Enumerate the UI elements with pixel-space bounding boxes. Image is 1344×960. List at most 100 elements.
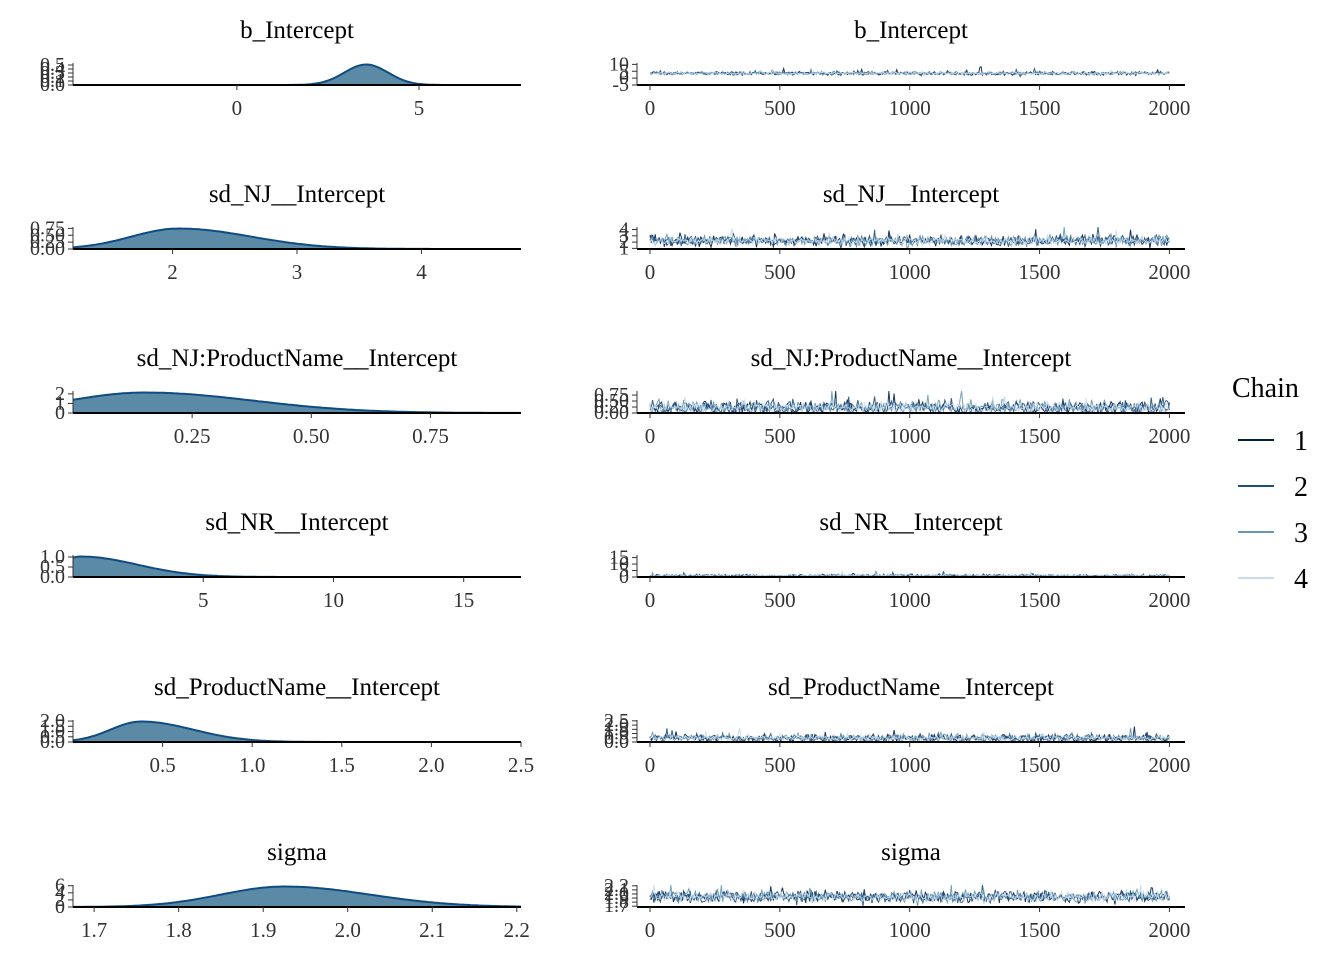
x-tick-label: 1500: [1019, 260, 1061, 284]
panel-title: sigma: [881, 839, 941, 866]
density-area: [73, 64, 521, 85]
x-tick-label: 2: [167, 260, 178, 284]
panel-title: sigma: [267, 839, 327, 866]
y-tick-label: 1.0: [604, 723, 629, 745]
y-tick-label: 0.25: [594, 396, 629, 418]
y-tick-label: 1.5: [604, 718, 629, 740]
panel-title: b_Intercept: [854, 17, 968, 44]
x-tick-label: 1.8: [166, 918, 192, 942]
y-tick-label: 1.9: [604, 887, 629, 909]
y-tick-label: 0.0: [40, 731, 65, 753]
x-tick-label: 0.25: [174, 424, 211, 448]
y-tick-label: 2.0: [40, 710, 65, 732]
x-tick-label: 0.75: [412, 424, 449, 448]
y-tick-label: 2.1: [604, 879, 629, 901]
trace-line-chain-3: [649, 727, 1170, 744]
trace-panel-4: sd_ProductName__Intercept 0 500 1000 1500 200…: [604, 674, 1190, 777]
density-line: [73, 885, 522, 908]
x-tick-label: 2.0: [418, 753, 444, 777]
density-area: [73, 392, 521, 413]
trace-panel-5: sigma 0 500 1000 1500 2000 1.71.81.92.02.12.2: [604, 839, 1190, 942]
x-tick-label: 500: [764, 96, 796, 120]
x-tick-label: 2.1: [419, 918, 445, 942]
y-tick-label: 2: [619, 231, 629, 253]
legend-label: 3: [1294, 518, 1308, 549]
x-tick-label: 0: [645, 588, 656, 612]
density-area: [73, 228, 521, 249]
x-tick-label: 0.50: [293, 424, 330, 448]
y-tick-label: 0.25: [30, 231, 65, 253]
y-tick-label: 0.75: [30, 217, 65, 239]
density-panel-3: sd_NR__Intercept 5 10 15 0.00.51.0: [40, 509, 521, 612]
y-tick-label: 0.00: [594, 402, 629, 424]
trace-line-chain-2: [649, 884, 1170, 908]
panel-title: sd_NR__Intercept: [205, 509, 388, 536]
y-tick-label: 0.5: [40, 726, 65, 748]
y-tick-label: 1.8: [604, 891, 629, 913]
x-tick-label: 0: [645, 753, 656, 777]
x-tick-label: 1.9: [250, 918, 276, 942]
y-tick-label: 0.5: [40, 556, 65, 578]
y-tick-label: 5: [619, 560, 629, 582]
y-tick-label: 0: [55, 896, 65, 918]
x-tick-label: 1000: [889, 753, 931, 777]
y-tick-label: -5: [612, 74, 629, 96]
x-tick-label: 2000: [1148, 96, 1190, 120]
y-tick-label: 0: [619, 67, 629, 89]
x-tick-label: 4: [416, 260, 427, 284]
trace-line-chain-4: [649, 727, 1170, 744]
x-tick-label: 1500: [1019, 588, 1061, 612]
y-tick-label: 2: [55, 383, 65, 405]
y-tick-label: 1.0: [40, 546, 65, 568]
density-area: [73, 721, 521, 742]
y-tick-label: 0.0: [40, 566, 65, 588]
density-panel-0: b_Intercept 0 5 0.00.10.20.30.40.5: [40, 17, 521, 120]
x-tick-label: 2000: [1148, 260, 1190, 284]
panel-title: sd_NJ:ProductName__Intercept: [751, 345, 1072, 372]
x-tick-label: 1500: [1019, 424, 1061, 448]
panel-title: sd_NJ__Intercept: [209, 181, 385, 208]
y-tick-label: 3: [619, 225, 629, 247]
panel-title: b_Intercept: [240, 17, 354, 44]
x-tick-label: 1500: [1019, 96, 1061, 120]
x-tick-label: 2000: [1148, 753, 1190, 777]
density-panel-2: sd_NJ:ProductName__Intercept 0.25 0.50 0.75…: [55, 345, 522, 448]
y-tick-label: 10: [609, 53, 629, 75]
x-tick-label: 15: [453, 588, 474, 612]
x-tick-label: 0: [645, 424, 656, 448]
panel-title: sd_NR__Intercept: [819, 509, 1002, 536]
y-tick-label: 0.00: [30, 238, 65, 260]
y-tick-label: 15: [609, 547, 629, 569]
y-tick-label: 10: [609, 553, 629, 575]
panel-title: sd_NJ__Intercept: [823, 181, 999, 208]
x-tick-label: 500: [764, 588, 796, 612]
x-tick-label: 5: [198, 588, 209, 612]
x-tick-label: 1.5: [329, 753, 355, 777]
y-tick-label: 1: [55, 392, 65, 414]
x-tick-label: 0.5: [149, 753, 175, 777]
x-tick-label: 1000: [889, 918, 931, 942]
x-tick-label: 1000: [889, 588, 931, 612]
x-tick-label: 1000: [889, 96, 931, 120]
x-tick-label: 2000: [1148, 918, 1190, 942]
y-tick-label: 0.3: [40, 62, 65, 84]
y-tick-label: 2.2: [604, 875, 629, 897]
x-tick-label: 0: [645, 260, 656, 284]
x-tick-label: 500: [764, 260, 796, 284]
x-tick-label: 2.0: [335, 918, 361, 942]
y-tick-label: 0: [55, 402, 65, 424]
density-line: [73, 63, 521, 86]
x-tick-label: 10: [323, 588, 344, 612]
y-tick-label: 0.4: [40, 58, 65, 80]
y-tick-label: 0.0: [604, 731, 629, 753]
x-tick-label: 1.0: [239, 753, 265, 777]
x-tick-label: 1000: [889, 424, 931, 448]
trace-line-chain-4: [649, 228, 1170, 249]
y-tick-label: 1: [619, 237, 629, 259]
x-tick-label: 1.7: [81, 918, 107, 942]
x-tick-label: 0: [232, 96, 243, 120]
